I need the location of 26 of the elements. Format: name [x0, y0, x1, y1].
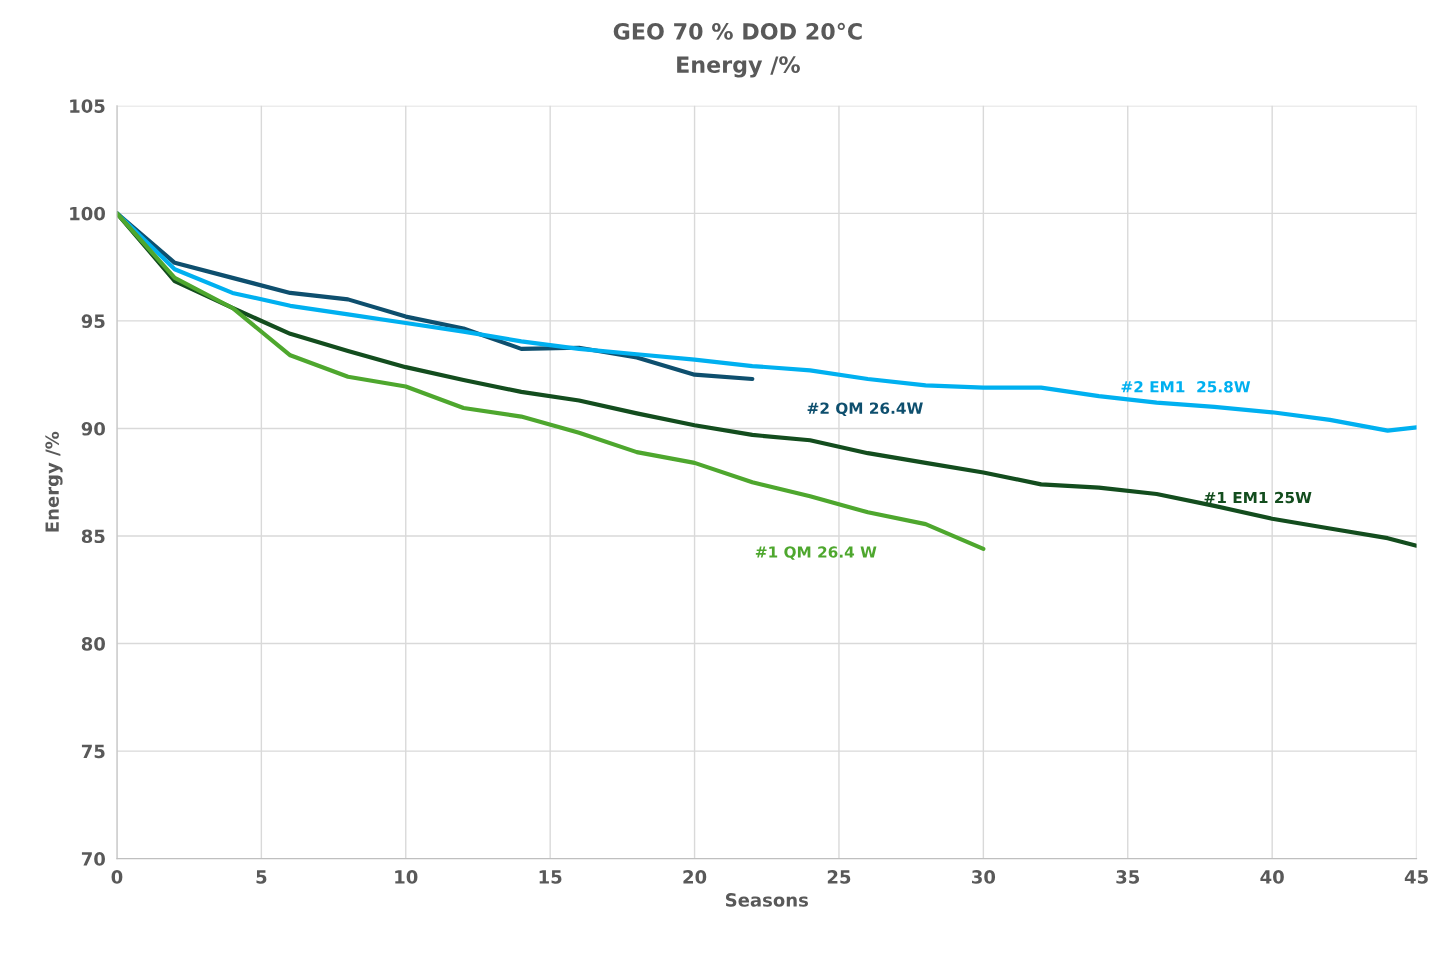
y-tick-label: 75 [81, 744, 105, 759]
x-tick-label: 0 [111, 870, 123, 884]
x-tick-label: 25 [827, 870, 851, 884]
x-tick-label: 20 [683, 870, 707, 884]
y-axis-title: Energy /% [45, 431, 63, 532]
x-tick-label: 5 [256, 870, 267, 884]
text: #1 QM 26.4 W [755, 546, 877, 560]
text: #2 QM 26.4W [807, 402, 923, 416]
y-tick-label: 90 [81, 421, 105, 436]
chart-subtitle: Energy /% [677, 56, 800, 78]
y-tick-label: 70 [81, 852, 105, 866]
y-tick-label: 95 [81, 314, 105, 329]
y-tick-label: 105 [70, 99, 105, 113]
y-tick-label: 85 [81, 529, 105, 544]
x-tick-label: 15 [539, 870, 562, 884]
series-label: #2 EM1 25.8W [1121, 380, 1251, 393]
y-tick-label: 80 [81, 637, 105, 651]
y-tick-label: 100 [70, 206, 105, 221]
x-axis-title: Seasons [725, 893, 808, 907]
x-tick-label: 10 [395, 870, 418, 884]
series-label: #1 EM1 25W [1204, 491, 1312, 504]
x-tick-label: 35 [1116, 870, 1140, 884]
chart-title: GEO 70 % DOD 20°C [613, 22, 862, 40]
x-tick-label: 30 [972, 870, 996, 884]
x-tick-label: 40 [1260, 870, 1284, 884]
x-tick-label: 45 [1404, 870, 1428, 884]
